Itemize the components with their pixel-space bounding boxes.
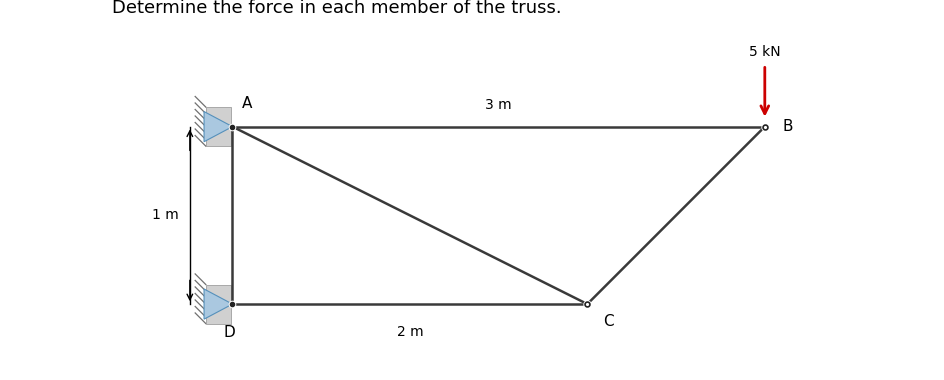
Text: A: A (242, 96, 252, 111)
Text: C: C (603, 314, 614, 329)
Bar (206, 285, 230, 324)
Text: Determine the force in each member of the truss.: Determine the force in each member of th… (111, 0, 562, 17)
Bar (206, 107, 230, 146)
Text: B: B (783, 119, 793, 134)
Polygon shape (204, 112, 232, 142)
Text: D: D (223, 325, 235, 340)
Text: 5 kN: 5 kN (749, 45, 781, 59)
Text: 1 m: 1 m (152, 208, 178, 222)
Polygon shape (204, 289, 232, 319)
Text: 2 m: 2 m (396, 326, 423, 339)
Text: 3 m: 3 m (485, 98, 512, 112)
